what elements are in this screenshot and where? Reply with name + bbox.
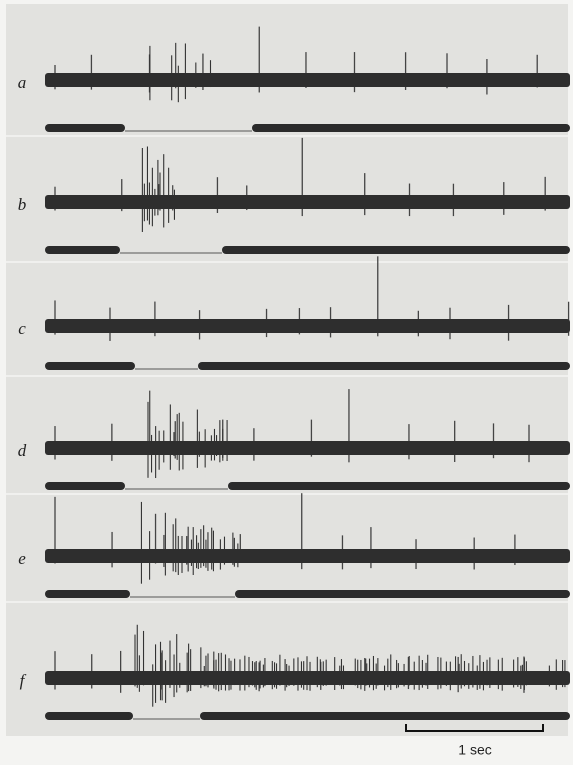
signal-bar xyxy=(200,712,570,720)
signal-bar xyxy=(228,482,570,490)
signal-bar xyxy=(222,246,570,254)
panel-label: a xyxy=(18,73,27,92)
signal-bar xyxy=(45,124,125,132)
trace-band xyxy=(45,195,570,209)
trace-band xyxy=(45,441,570,455)
trace-band xyxy=(45,319,570,333)
figure: abcdef 1 sec xyxy=(0,0,573,765)
trace-band xyxy=(45,671,570,685)
signal-bar xyxy=(235,590,570,598)
trace-band xyxy=(45,73,570,87)
signal-bar xyxy=(45,362,135,370)
signal-bar xyxy=(45,246,120,254)
signal-bar xyxy=(252,124,570,132)
panel-label: c xyxy=(18,319,26,338)
signal-bar xyxy=(45,482,125,490)
signal-bar xyxy=(45,590,130,598)
trace-band xyxy=(45,549,570,563)
panel-label: d xyxy=(18,441,27,460)
signal-bar xyxy=(198,362,570,370)
panel-label: b xyxy=(18,195,27,214)
panel-label: e xyxy=(18,549,26,568)
scale-bar-label: 1 sec xyxy=(458,742,491,758)
signal-bar xyxy=(45,712,133,720)
